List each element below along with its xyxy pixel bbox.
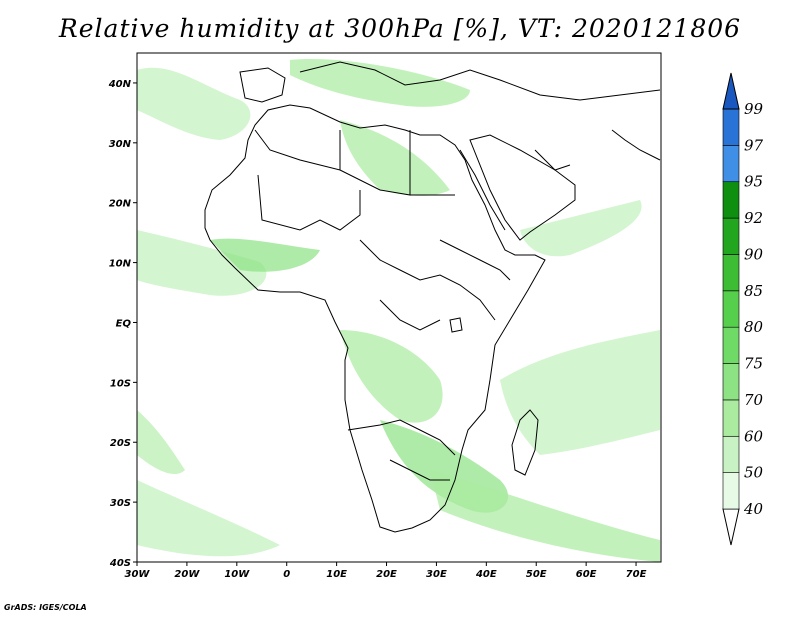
- colorbar-segment: [722, 181, 740, 219]
- lon-tick-label: 20E: [376, 569, 397, 580]
- latitude-axis: 40N 30N 20N 10N EQ 10S 20S 30S 40S: [108, 79, 137, 569]
- map-frame: [136, 52, 662, 563]
- humidity-field: [137, 59, 660, 562]
- colorbar-segment: [722, 290, 740, 328]
- colorbar-level-label: 95: [744, 173, 763, 191]
- colorbar-level-label: 99: [744, 100, 764, 118]
- lon-tick-label: 30W: [125, 569, 151, 580]
- map-title: Relative humidity at 300hPa [%], VT: 202…: [58, 14, 742, 43]
- lon-tick-label: 70E: [626, 569, 647, 580]
- lat-tick-label: 20N: [109, 199, 132, 210]
- lat-tick-label: EQ: [116, 318, 132, 329]
- humidity-plume-indian-ocean: [500, 330, 660, 455]
- humidity-plume-south-atlantic: [137, 480, 280, 557]
- colorbar-segment: [722, 326, 740, 364]
- borders-north-africa: [254, 129, 455, 196]
- india-coastline: [611, 129, 661, 161]
- lon-tick-label: 0: [283, 569, 290, 580]
- africa-coastline: [204, 104, 546, 533]
- colorbar-low-cap: [722, 508, 740, 546]
- humidity-plume-mediterranean: [290, 59, 470, 107]
- humidity-plume-horn: [520, 200, 642, 257]
- iberia-coastline: [239, 67, 286, 103]
- continent-outline: [204, 61, 661, 533]
- lat-tick-label: 30S: [110, 498, 131, 509]
- colorbar-level-label: 92: [744, 209, 763, 227]
- borders-central-africa: [359, 239, 496, 331]
- colorbar-segment: [722, 217, 740, 255]
- humidity-plume-tropical-atlantic: [137, 230, 267, 296]
- colorbar-high-cap: [722, 72, 740, 110]
- lon-tick-label: 60E: [576, 569, 597, 580]
- lat-tick-label: 20S: [110, 438, 131, 449]
- red-sea-coast: [459, 149, 506, 231]
- colorbar-segment: [722, 435, 740, 473]
- credit-label: GrADS: IGES/COLA: [4, 603, 87, 612]
- europe-coastline: [299, 61, 661, 101]
- madagascar-coastline: [511, 409, 539, 476]
- colorbar-level-label: 50: [744, 464, 764, 482]
- colorbar-level-label: 90: [744, 245, 764, 263]
- humidity-plume-central-africa: [340, 330, 443, 423]
- humidity-plume-north-atlantic: [137, 67, 251, 140]
- longitude-axis: 30W 20W 10W 0 10E 20E 30E 40E 50E 60E 70E: [125, 562, 647, 580]
- colorbar-level-label: 60: [744, 427, 764, 445]
- lon-tick-label: 20W: [174, 569, 200, 580]
- borders-west-africa: [257, 174, 361, 231]
- colorbar-level-label: 40: [743, 500, 764, 518]
- colorbar-segment: [722, 472, 740, 510]
- lon-tick-label: 10E: [326, 569, 347, 580]
- arabia-coastline: [469, 134, 576, 241]
- lon-tick-label: 40E: [475, 569, 497, 580]
- humidity-plume-sahara: [340, 120, 450, 196]
- lon-tick-label: 10W: [224, 569, 250, 580]
- lat-tick-label: 40N: [108, 79, 132, 90]
- colorbar-level-label: 80: [744, 318, 764, 336]
- colorbar-segment: [722, 145, 740, 183]
- borders-east-africa: [439, 239, 511, 281]
- persian-gulf-coast: [534, 149, 571, 171]
- lat-tick-label: 30N: [109, 139, 132, 150]
- lat-tick-label: 10S: [110, 378, 131, 389]
- lat-tick-label: 40S: [109, 558, 131, 569]
- humidity-plume-southwest-atlantic: [137, 410, 185, 475]
- lon-tick-label: 30E: [426, 569, 447, 580]
- colorbar-level-label: 97: [744, 136, 764, 154]
- colorbar-segment: [722, 108, 740, 146]
- humidity-plume-south-indian: [430, 470, 660, 562]
- colorbar-level-label: 85: [744, 282, 763, 300]
- colorbar-level-label: 70: [744, 391, 764, 409]
- colorbar-segment: [722, 363, 740, 401]
- colorbar-segment: [722, 399, 740, 437]
- colorbar: 40 50 60 70 75 80 85 90 92 95 97 99: [722, 72, 764, 546]
- colorbar-segment: [722, 254, 740, 292]
- borders-southern-africa: [347, 419, 456, 481]
- humidity-plume-gulf-of-guinea: [210, 238, 320, 272]
- lon-tick-label: 50E: [526, 569, 547, 580]
- lat-tick-label: 10N: [109, 259, 132, 270]
- colorbar-level-label: 75: [744, 355, 763, 373]
- lake-victoria: [449, 317, 463, 333]
